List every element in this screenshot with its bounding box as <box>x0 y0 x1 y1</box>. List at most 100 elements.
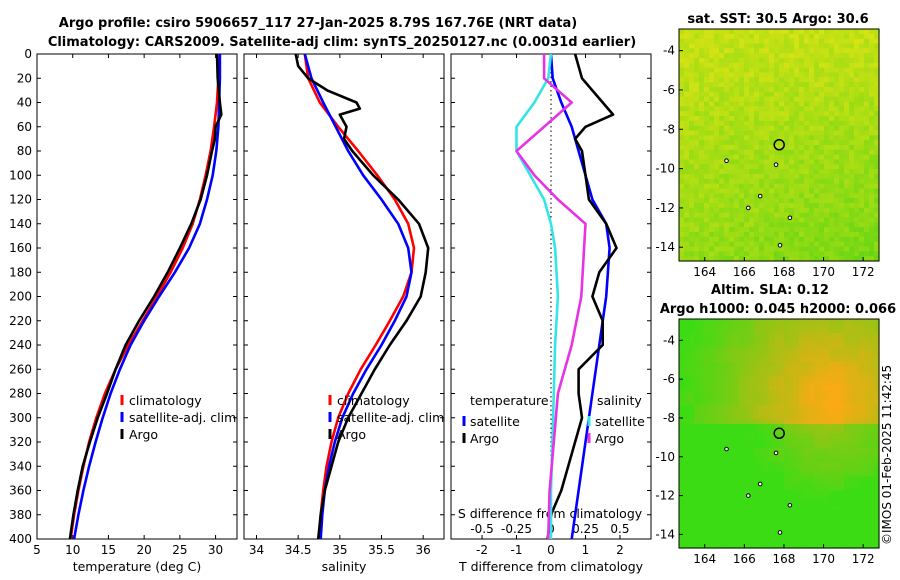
heatmap-cell <box>744 357 750 363</box>
map-y-tick-label: -8 <box>663 411 675 425</box>
heatmap-cell <box>779 376 785 382</box>
heatmap-cell <box>729 433 735 439</box>
y-tick-label: 240 <box>9 338 32 352</box>
heatmap-cell <box>704 390 710 396</box>
heatmap-cell <box>754 222 760 228</box>
heatmap-cell <box>759 67 765 74</box>
heatmap-cell <box>849 533 855 540</box>
map-y-tick-label: -6 <box>663 372 675 386</box>
heatmap-cell <box>734 500 740 506</box>
heatmap-cell <box>869 509 875 516</box>
legend-label: Argo <box>595 431 624 446</box>
heatmap-cell <box>819 457 825 463</box>
heatmap-cell <box>719 390 725 396</box>
heatmap-cell <box>684 164 690 170</box>
heatmap-cell <box>759 476 765 482</box>
heatmap-cell <box>804 500 810 506</box>
heatmap-cell <box>734 366 740 373</box>
heatmap-cell <box>804 106 810 112</box>
heatmap-cell <box>834 423 840 430</box>
x-tick-label: -1 <box>511 543 523 557</box>
heatmap-cell <box>759 533 765 540</box>
heatmap-cell <box>859 495 865 501</box>
heatmap-cell <box>754 62 760 69</box>
heatmap-cell <box>699 125 705 132</box>
heatmap-cell <box>679 385 685 392</box>
heatmap-cell <box>844 246 850 252</box>
heatmap-cell <box>829 174 835 180</box>
heatmap-cell <box>874 466 880 473</box>
heatmap-cell <box>759 338 765 344</box>
heatmap-cell <box>834 48 840 54</box>
heatmap-cell <box>859 116 865 122</box>
heatmap-cell <box>749 67 755 74</box>
heatmap-cell <box>759 77 765 83</box>
heatmap-cell <box>869 217 875 223</box>
heatmap-cell <box>714 414 720 420</box>
heatmap-cell <box>839 183 845 190</box>
heatmap-cell <box>864 58 870 64</box>
heatmap-cell <box>764 376 770 382</box>
legend-title-temperature: temperature <box>470 393 549 408</box>
y-tick-label: 0 <box>24 47 32 61</box>
heatmap-cell <box>784 376 790 382</box>
heatmap-cell <box>709 120 715 127</box>
heatmap-cell <box>769 509 775 516</box>
heatmap-cell <box>794 533 800 540</box>
heatmap-cell <box>859 130 865 136</box>
heatmap-cell <box>779 538 785 544</box>
heatmap-cell <box>824 452 830 458</box>
heatmap-cell <box>764 33 770 40</box>
heatmap-cell <box>794 457 800 463</box>
heatmap-cell <box>774 342 780 349</box>
heatmap-cell <box>689 366 695 373</box>
heatmap-cell <box>829 376 835 382</box>
heatmap-cell <box>714 505 720 511</box>
heatmap-cell <box>724 400 730 406</box>
heatmap-cell <box>744 140 750 146</box>
heatmap-cell <box>809 33 815 40</box>
heatmap-cell <box>834 390 840 396</box>
heatmap-cell <box>744 452 750 458</box>
heatmap-cell <box>859 72 865 78</box>
heatmap-cell <box>714 400 720 406</box>
heatmap-cell <box>719 466 725 473</box>
heatmap-cell <box>789 500 795 506</box>
heatmap-cell <box>824 251 830 257</box>
heatmap-cell <box>714 447 720 454</box>
heatmap-cell <box>869 120 875 127</box>
heatmap-cell <box>794 423 800 430</box>
heatmap-cell <box>754 481 760 487</box>
x-tick-label: 15 <box>101 543 116 557</box>
heatmap-cell <box>724 505 730 511</box>
heatmap-cell <box>709 62 715 69</box>
heatmap-cell <box>874 82 880 88</box>
heatmap-cell <box>694 371 700 377</box>
x-tick-label: 35 <box>332 543 347 557</box>
heatmap-cell <box>774 140 780 146</box>
heatmap-cell <box>814 91 820 98</box>
heatmap-cell <box>804 524 810 530</box>
heatmap-cell <box>779 72 785 78</box>
heatmap-cell <box>869 476 875 482</box>
heatmap-cell <box>774 222 780 228</box>
heatmap-cell <box>784 485 790 492</box>
heatmap-cell <box>699 452 705 458</box>
heatmap-cell <box>844 222 850 228</box>
heatmap-cell <box>759 352 765 358</box>
heatmap-cell <box>769 130 775 136</box>
heatmap-cell <box>729 236 735 243</box>
heatmap-cell <box>684 528 690 535</box>
heatmap-cell <box>684 58 690 64</box>
heatmap-cell <box>794 471 800 478</box>
heatmap-cell <box>839 33 845 40</box>
heatmap-cell <box>854 423 860 430</box>
heatmap-cell <box>714 342 720 349</box>
heatmap-cell <box>729 67 735 74</box>
heatmap-cell <box>874 169 880 175</box>
heatmap-cell <box>779 443 785 449</box>
heatmap-cell <box>854 490 860 497</box>
heatmap-cell <box>679 428 685 435</box>
heatmap-cell <box>799 500 805 506</box>
heatmap-cell <box>784 438 790 444</box>
